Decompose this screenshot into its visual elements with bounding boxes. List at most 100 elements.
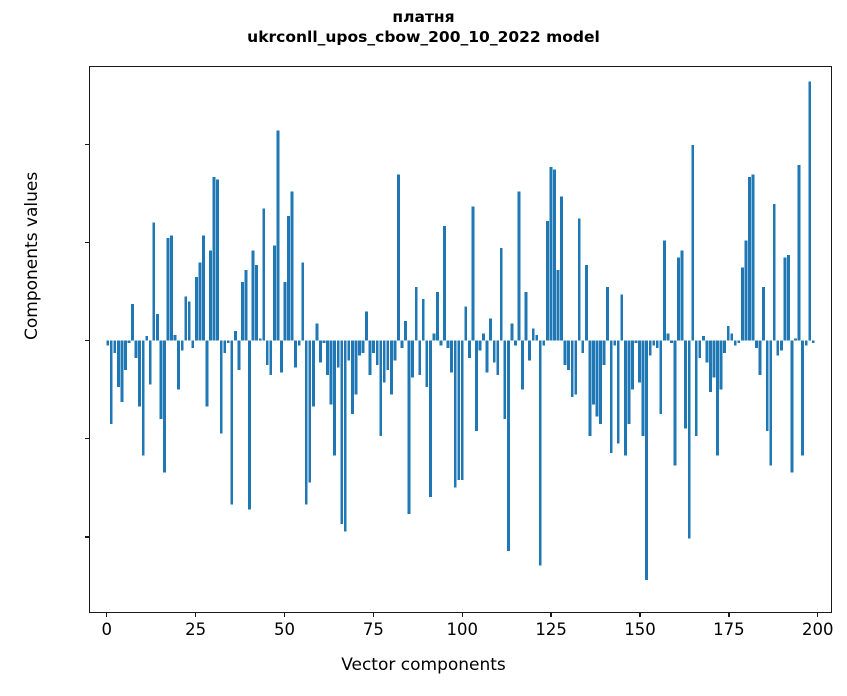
bar	[599, 340, 602, 424]
bar	[386, 340, 390, 371]
bar	[765, 340, 769, 432]
bar	[304, 340, 308, 505]
bar	[432, 333, 436, 341]
bar	[581, 340, 585, 353]
bar	[375, 340, 379, 366]
bar	[542, 340, 546, 346]
x-tick-mark	[550, 613, 552, 618]
bar	[450, 340, 454, 373]
bar	[365, 311, 368, 341]
bar	[744, 240, 748, 341]
bar	[443, 225, 446, 341]
bar	[131, 304, 134, 341]
bar	[659, 340, 663, 415]
bar	[776, 340, 780, 356]
bar	[120, 340, 124, 402]
x-tick-label: 175	[713, 620, 745, 639]
bar	[106, 340, 110, 346]
bar	[627, 340, 631, 424]
bar	[127, 340, 131, 344]
bar	[404, 321, 407, 341]
bar	[616, 340, 620, 444]
bar	[482, 333, 485, 341]
bar	[219, 340, 223, 434]
bar	[797, 164, 801, 341]
bar	[216, 179, 220, 341]
bar	[258, 338, 262, 341]
bar	[723, 340, 727, 353]
bar	[602, 340, 606, 366]
y-tick-mark	[84, 241, 89, 244]
bar	[634, 340, 638, 344]
bar	[464, 306, 468, 341]
bar	[556, 269, 560, 341]
chart-title: платня ukrconll_upos_cbow_200_10_2022 mo…	[0, 8, 847, 48]
bar	[159, 340, 163, 419]
x-tick-mark	[283, 613, 286, 618]
bar	[414, 286, 418, 341]
bar	[113, 340, 117, 353]
bar	[428, 340, 432, 498]
bar	[499, 247, 503, 341]
bar	[606, 286, 610, 341]
bar	[755, 340, 758, 349]
bar	[751, 174, 755, 341]
bar	[322, 340, 326, 344]
bar	[503, 340, 507, 419]
bar	[514, 340, 517, 346]
bar	[769, 340, 773, 466]
bar	[255, 264, 259, 341]
bar	[613, 340, 617, 346]
bar	[276, 130, 280, 341]
bar	[538, 340, 542, 566]
bar	[368, 340, 372, 375]
bar	[790, 340, 794, 473]
bar	[294, 340, 298, 368]
bar	[290, 191, 294, 341]
bar	[446, 340, 450, 349]
bar	[521, 340, 524, 390]
x-tick-mark	[461, 613, 463, 618]
bar	[311, 340, 315, 407]
bar	[141, 340, 145, 456]
bar	[638, 340, 641, 383]
bar	[588, 340, 592, 437]
bar	[244, 269, 248, 341]
x-tick-mark	[817, 613, 819, 618]
bar	[191, 340, 195, 349]
x-tick-mark	[728, 613, 730, 618]
bar	[655, 340, 659, 349]
bar	[804, 340, 808, 346]
bar	[779, 340, 783, 351]
bar	[567, 340, 571, 371]
bar	[584, 264, 588, 341]
bar	[379, 340, 383, 437]
bar	[528, 340, 532, 361]
bar	[787, 255, 790, 341]
bar	[811, 340, 815, 344]
bar	[524, 291, 528, 341]
bar	[631, 340, 634, 390]
bar	[563, 340, 567, 366]
bar	[425, 340, 429, 388]
bar	[272, 245, 276, 341]
bar	[226, 340, 230, 344]
x-tick-mark	[639, 613, 641, 618]
bar	[163, 340, 166, 473]
bar	[173, 334, 177, 341]
bar	[680, 250, 684, 341]
bar	[237, 340, 241, 371]
bar	[485, 340, 489, 373]
bar	[382, 340, 386, 383]
bar	[560, 196, 563, 341]
bar	[148, 340, 152, 385]
bar	[283, 282, 287, 341]
x-tick-label: 100	[446, 620, 479, 639]
y-axis-label: Components values	[22, 171, 42, 340]
bar	[343, 340, 347, 532]
plot-axes	[89, 66, 832, 613]
bar-series	[106, 81, 815, 581]
bar	[492, 340, 496, 363]
bar	[709, 340, 712, 393]
